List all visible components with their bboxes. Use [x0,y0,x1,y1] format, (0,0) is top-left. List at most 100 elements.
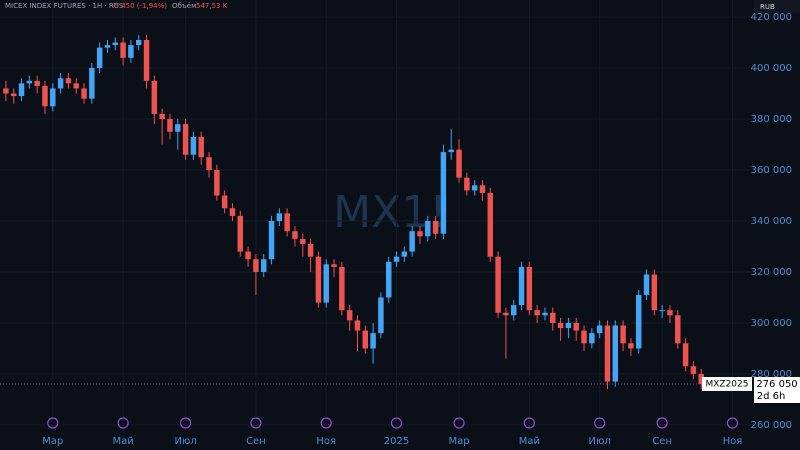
candle-body [182,124,189,155]
candle-body [604,325,611,382]
y-tick-label: 360 000 [751,165,792,176]
currency-box[interactable] [754,0,800,13]
candle-body [331,264,337,267]
candle-body [479,185,486,193]
event-icon [453,417,465,429]
currency[interactable]: RUB [760,3,775,11]
y-tick-label: 280 000 [751,369,792,380]
y-tick-label: 260 000 [751,420,792,431]
event-icon [656,417,668,429]
candle-body [635,294,642,349]
candle-body [503,312,509,316]
candle-body [237,215,244,252]
candle-body [89,68,95,99]
symbol-tag [702,376,752,391]
candle-body [471,185,478,191]
event-icon [320,417,332,429]
volume-value: 547,53 K [196,2,228,10]
candle-body [534,310,540,316]
candle-body [526,266,533,311]
x-tick-label: Июл [589,436,611,447]
candle-body [690,366,697,374]
y-tick-label: 420 000 [751,12,792,23]
candle-body [346,310,353,321]
candle-body [292,231,298,239]
x-tick-label: Май [112,436,133,447]
candle-body [167,119,173,132]
candle-body [417,231,423,237]
candle-body [159,113,165,120]
candle-body [675,315,681,344]
y-tick-label: 380 000 [751,114,792,125]
candle-body [362,330,369,349]
candle-body [354,320,361,331]
candle-body [659,310,665,312]
candle-body [151,80,158,114]
candle-body [120,42,126,58]
candle-body [206,157,212,171]
candle-body [581,330,587,344]
candle-body [50,88,56,107]
candle-body [370,333,376,349]
candle-body [487,192,494,257]
candle-body [128,45,134,58]
event-icon [594,417,606,429]
chart-title: MICEX INDEX FUTURES · 1Н · RUS [5,2,124,10]
candle-body [3,88,9,94]
event-icon [47,417,59,429]
y-tick-label: 400 000 [751,63,792,74]
event-icon [179,417,192,429]
candle-body [596,325,603,334]
candle-body [268,220,275,260]
candle-body [409,231,415,252]
candle-body [260,259,267,272]
candle-body [628,343,634,349]
event-icon [390,417,403,429]
event-icon [250,417,262,429]
candle-body [550,312,556,323]
candle-body [284,213,290,232]
candle-body [42,85,48,107]
y-tick-label: 340 000 [751,216,792,227]
candle-body [589,333,595,344]
x-tick-label: 2025 [384,436,409,447]
candle-body [26,80,33,84]
volume-label: Объём [172,2,196,10]
candle-body [143,40,150,81]
candle-body [190,136,197,155]
event-icon [117,417,129,429]
y-tick-label: 320 000 [751,267,792,278]
candle-body [651,274,658,311]
candle-body [34,80,40,86]
candle-body [214,170,220,196]
candle-body [315,256,322,303]
symbol: MXZ2025 [705,379,748,389]
candle-body [73,83,79,89]
candle-body [557,322,564,329]
candle-body [643,274,650,295]
x-tick-label: Мар [42,436,63,447]
candle-body [198,136,204,158]
candle-body [245,251,251,260]
price-change: -5 450 (-1,94%) [112,2,167,10]
candle-body [573,322,579,331]
candle-body [698,373,704,384]
candle-body [300,238,306,244]
candle-body [440,152,447,234]
candle-body [65,78,72,84]
candle-body [518,266,525,306]
candle-body [339,266,345,311]
x-tick-label: Сен [652,436,672,447]
candle-body [81,88,87,99]
candle-body [323,264,329,303]
event-icon [523,417,535,429]
x-tick-label: Мар [448,436,469,447]
candle-body [175,124,181,132]
candle-body [456,149,462,178]
candle-body [542,312,548,316]
last-price-label: 276 050 [756,379,797,390]
candle-body [253,259,259,272]
